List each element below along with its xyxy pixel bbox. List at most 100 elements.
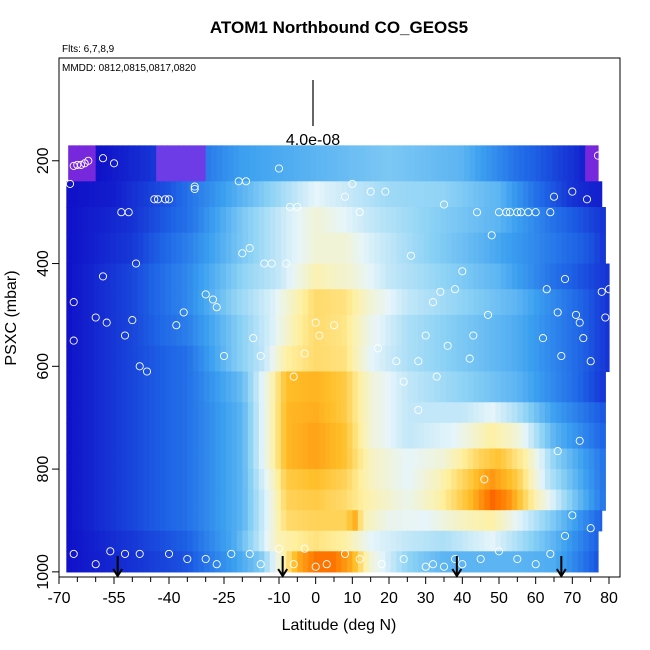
heatmap-cell (396, 551, 403, 573)
heatmap-cell (363, 489, 370, 511)
heatmap-cell (456, 371, 463, 403)
heatmap-cell (484, 181, 491, 208)
heatmap-cell (203, 289, 210, 316)
heatmap-cell (451, 489, 458, 511)
heatmap-cell (528, 402, 535, 424)
dates-label: MMDD: 0812,0815,0817,0820 (62, 63, 196, 74)
heatmap-cell (71, 314, 78, 347)
heatmap-cell (561, 263, 568, 290)
heatmap-cell (346, 263, 353, 290)
heatmap-cell (104, 345, 111, 373)
heatmap-cell (324, 489, 331, 511)
heatmap-cell (517, 371, 524, 403)
heatmap-cell (203, 530, 210, 552)
heatmap-cell (418, 402, 425, 424)
heatmap-cell (572, 289, 579, 316)
heatmap-cell (572, 448, 579, 470)
heatmap-cell (280, 289, 287, 316)
heatmap-cell (192, 422, 199, 450)
observation-point (98, 272, 108, 281)
heatmap-cell (244, 145, 251, 182)
heatmap-cell (154, 207, 161, 234)
heatmap-cell (181, 530, 188, 552)
heatmap-cell (313, 489, 320, 511)
heatmap-cell (93, 314, 100, 347)
heatmap-cell (242, 314, 249, 347)
heatmap-cell (291, 263, 298, 290)
heatmap-cell (297, 402, 304, 424)
heatmap-cell (110, 402, 117, 424)
heatmap-cell (66, 402, 73, 424)
heatmap-cell (258, 263, 265, 290)
heatmap-cell (165, 263, 172, 290)
heatmap-cell (594, 207, 601, 234)
heatmap-cell (346, 551, 353, 573)
observation-point (557, 351, 566, 361)
heatmap-cell (264, 289, 271, 316)
heatmap-cell (385, 371, 392, 403)
heatmap-cell (154, 263, 161, 290)
heatmap-cell (500, 314, 507, 347)
heatmap-cell (500, 448, 507, 470)
heatmap-cell (583, 402, 590, 424)
heatmap-cell (374, 263, 381, 290)
heatmap-cell (247, 469, 254, 491)
heatmap-cell (115, 489, 122, 511)
heatmap-cell (275, 232, 282, 265)
heatmap-cell (539, 232, 546, 265)
heatmap-cell (401, 448, 408, 470)
heatmap-cell (495, 207, 502, 234)
heatmap-cell (539, 263, 546, 290)
heatmap-cell (407, 402, 414, 424)
heatmap-cell (440, 489, 447, 511)
heatmap-cell (192, 181, 199, 208)
observation-point (476, 554, 485, 564)
heatmap-cell (418, 551, 425, 573)
heatmap-cell (588, 510, 595, 532)
heatmap-cell (132, 232, 139, 265)
heatmap-cell (275, 469, 282, 491)
heatmap-cell (462, 232, 469, 265)
heatmap-cell (313, 448, 320, 470)
heatmap-cell (528, 489, 535, 511)
observation-point (483, 310, 493, 319)
heatmap-cell (379, 551, 386, 573)
heatmap-cell (159, 314, 166, 347)
heatmap-cell (93, 371, 100, 403)
heatmap-cell (280, 263, 287, 290)
heatmap-cell (286, 530, 293, 552)
heatmap-cell (286, 422, 293, 450)
heatmap-cell (588, 448, 595, 470)
heatmap-cell (291, 289, 298, 316)
heatmap-cell (407, 422, 414, 450)
heatmap-cell (561, 345, 568, 373)
heatmap-cell (154, 489, 161, 511)
heatmap-cell (220, 314, 227, 347)
heatmap-cell (126, 232, 133, 265)
heatmap-cell (473, 232, 480, 265)
heatmap-cell (517, 263, 524, 290)
observation-point (355, 208, 364, 217)
heatmap-cell (423, 510, 430, 532)
heatmap-cell (533, 530, 540, 552)
heatmap-cell (368, 469, 375, 491)
heatmap-cell (528, 314, 535, 347)
heatmap-cell (500, 207, 507, 234)
heatmap-cell (550, 489, 557, 511)
heatmap-cell (357, 448, 364, 470)
heatmap-cell (583, 469, 590, 491)
heatmap-cell (275, 314, 282, 347)
heatmap-cell (572, 345, 579, 373)
heatmap-cell (462, 510, 469, 532)
heatmap-cell (159, 207, 166, 234)
heatmap-cell (236, 232, 243, 265)
heatmap-cell (319, 530, 326, 552)
heatmap-cell (291, 371, 298, 403)
heatmap-cell (145, 145, 152, 182)
heatmap-cell (115, 345, 122, 373)
heatmap-cell (275, 263, 282, 290)
heatmap-cell (429, 181, 436, 208)
observation-point (201, 554, 210, 564)
heatmap-layer (66, 371, 606, 403)
